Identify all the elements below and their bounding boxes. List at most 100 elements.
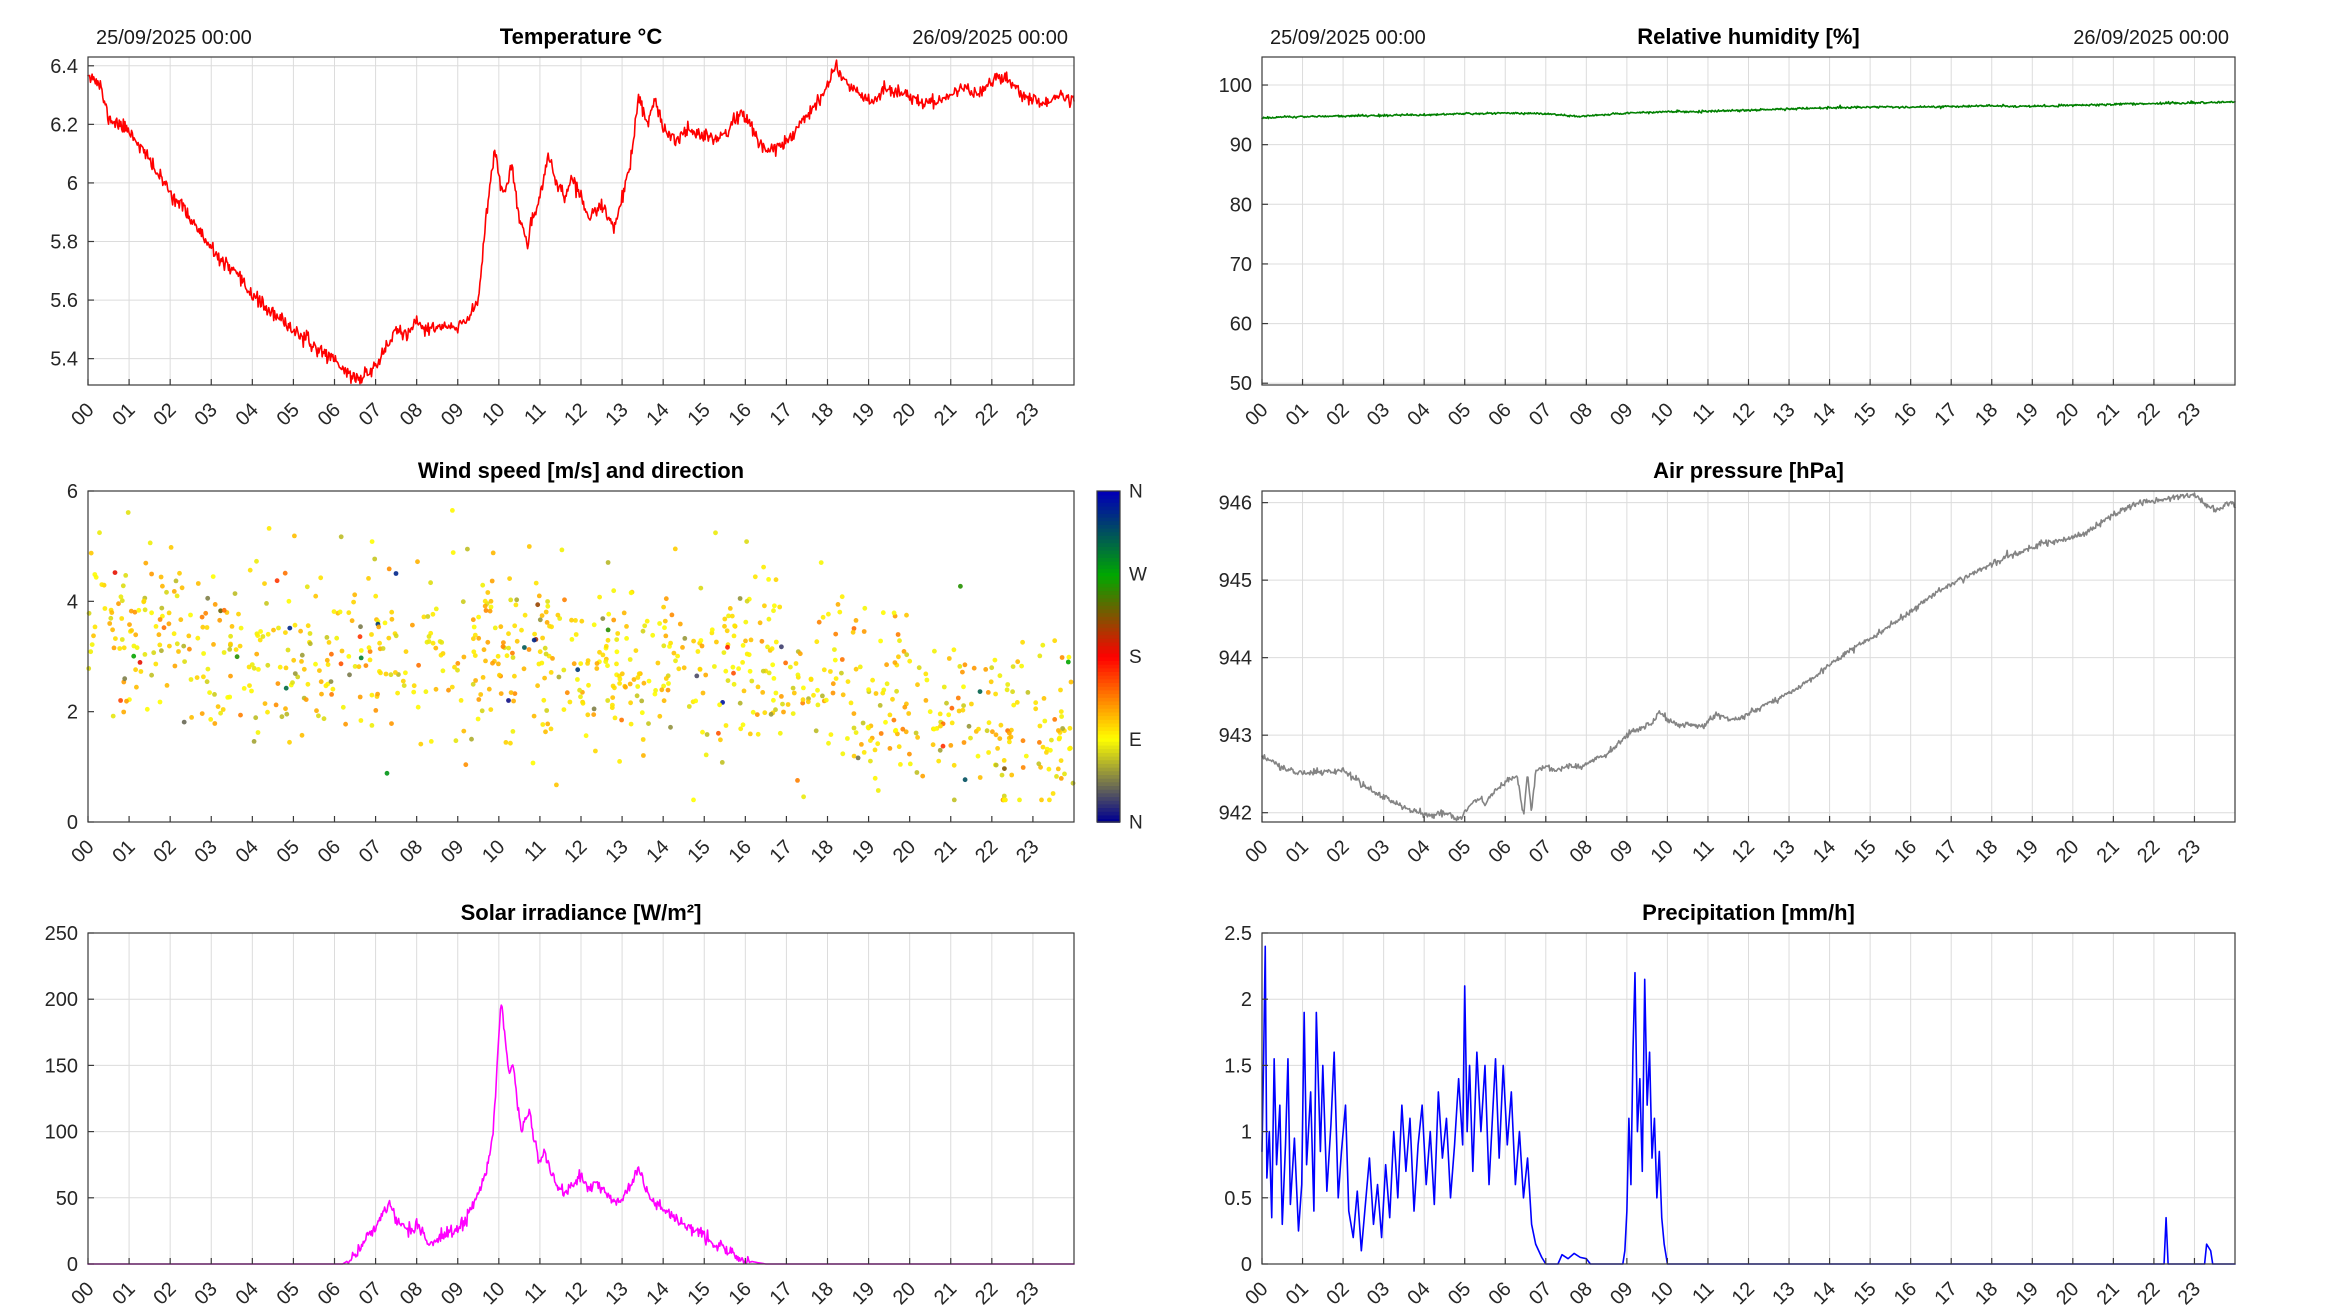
x-tick-label: 09 [437, 836, 468, 867]
x-tick-label: 19 [2012, 836, 2043, 867]
x-tick-label: 07 [1525, 836, 1556, 867]
x-tick-label: 00 [1241, 399, 1272, 430]
y-tick-label: 2 [67, 702, 78, 724]
x-tick-label: 14 [642, 399, 673, 430]
x-tick-label: 11 [1688, 399, 1718, 429]
x-tick-label: 06 [1484, 399, 1515, 430]
y-tick-label: 250 [45, 923, 78, 945]
humidity-series-line [1261, 100, 2236, 120]
x-tick-label: 23 [1012, 399, 1043, 430]
y-tick-label: 6 [67, 481, 78, 503]
x-tick-label: 17 [1930, 1278, 1961, 1309]
x-tick-label: 08 [396, 836, 427, 867]
x-tick-label: 14 [642, 836, 673, 867]
y-tick-label: 2.5 [1224, 923, 1252, 945]
x-tick-label: 17 [766, 836, 797, 867]
x-tick-label: 03 [190, 1278, 221, 1309]
y-tick-label: 150 [45, 1055, 78, 1077]
y-tick-label: 5.4 [50, 349, 78, 371]
x-tick-label: 11 [520, 1278, 550, 1308]
chart-solar: 00 01 02 03 04 05 06 07 08 09 10 11 12 13 14 15 16 17 18 19… [45, 900, 1075, 1309]
x-tick-label: 12 [1728, 836, 1759, 867]
x-tick-label: 10 [1647, 836, 1678, 867]
x-tick-label: 05 [273, 399, 304, 430]
end-datetime-label: 26/09/2025 00:00 [2073, 27, 2229, 49]
y-tick-label: 60 [1230, 314, 1252, 336]
pressure-title: Air pressure [hPa] [1653, 458, 1844, 483]
x-tick-label: 14 [642, 1278, 673, 1309]
x-tick-label: 22 [971, 1278, 1002, 1309]
x-tick-label: 22 [2133, 836, 2164, 867]
x-tick-label: 17 [1930, 836, 1961, 867]
x-tick-label: 02 [149, 1278, 180, 1309]
colorbar-tick-label: N [1129, 813, 1143, 834]
humidity-title: Relative humidity [%] [1637, 24, 1859, 49]
x-tick-label: 16 [1890, 1278, 1921, 1309]
x-tick-label: 10 [1647, 399, 1678, 430]
x-tick-label: 15 [683, 836, 714, 867]
x-tick-label: 20 [2052, 1278, 2083, 1309]
x-tick-label: 05 [273, 836, 304, 867]
x-tick-label: 00 [67, 399, 98, 430]
x-tick-label: 20 [889, 399, 920, 430]
x-tick-label: 00 [1241, 836, 1272, 867]
x-tick-label: 16 [725, 399, 756, 430]
x-tick-label: 21 [2093, 836, 2124, 867]
colorbar-tick-label: N [1129, 482, 1143, 503]
x-tick-label: 09 [437, 399, 468, 430]
y-tick-label: 4 [67, 591, 78, 613]
y-tick-label: 945 [1219, 570, 1252, 592]
x-tick-label: 07 [1525, 1278, 1556, 1309]
x-tick-label: 02 [149, 399, 180, 430]
colorbar-tick-label: S [1129, 647, 1142, 668]
x-tick-label: 08 [396, 1278, 427, 1309]
grid-lines [1261, 932, 2235, 1265]
x-tick-label: 18 [807, 836, 838, 867]
x-tick-label: 01 [1282, 399, 1313, 430]
chart-humidity: 00 01 02 03 04 05 06 07 08 09 10 11 12 13 14 15 16 17 18 19… [1219, 24, 2236, 430]
x-tick-label: 21 [930, 399, 961, 430]
x-tick-label: 19 [848, 399, 879, 430]
x-tick-label: 07 [355, 836, 386, 867]
y-tick-label: 1 [1241, 1122, 1252, 1144]
x-tick-label: 02 [149, 836, 180, 867]
x-tick-label: 03 [1363, 1278, 1394, 1309]
x-tick-label: 05 [1444, 1278, 1475, 1309]
x-tick-label: 16 [725, 836, 756, 867]
x-tick-label: 09 [437, 1278, 468, 1309]
y-tick-label: 0 [1241, 1254, 1252, 1276]
x-tick-label: 09 [1606, 836, 1637, 867]
y-tick-label: 50 [56, 1188, 78, 1210]
temperature-series-line [87, 59, 1075, 385]
x-tick-label: 05 [1444, 399, 1475, 430]
x-tick-label: 12 [1728, 399, 1759, 430]
x-tick-label: 04 [232, 1278, 263, 1309]
x-tick-label: 04 [1403, 399, 1434, 430]
x-tick-label: 16 [1890, 399, 1921, 430]
x-tick-label: 15 [1849, 836, 1880, 867]
x-tick-label: 01 [1282, 1278, 1313, 1309]
colorbar-tick-label: E [1129, 730, 1142, 751]
x-tick-label: 23 [1012, 836, 1043, 867]
x-tick-label: 22 [971, 836, 1002, 867]
x-tick-label: 13 [601, 1278, 632, 1309]
x-tick-label: 00 [67, 1278, 98, 1309]
colorbar-tick-label: W [1129, 564, 1147, 585]
x-tick-label: 10 [1647, 1278, 1678, 1309]
x-tick-label: 10 [478, 1278, 509, 1309]
x-tick-label: 06 [314, 836, 345, 867]
y-tick-label: 80 [1230, 194, 1252, 216]
y-tick-label: 6 [67, 173, 78, 195]
x-tick-label: 02 [1322, 399, 1353, 430]
x-tick-label: 19 [2012, 399, 2043, 430]
x-tick-label: 12 [1728, 1278, 1759, 1309]
x-tick-label: 15 [683, 1278, 714, 1309]
x-tick-label: 02 [1322, 836, 1353, 867]
x-tick-label: 20 [889, 836, 920, 867]
x-tick-label: 18 [1971, 836, 2002, 867]
y-tick-label: 2 [1241, 989, 1252, 1011]
grid-lines [1261, 57, 2235, 385]
x-tick-label: 20 [889, 1278, 920, 1309]
x-tick-label: 04 [1403, 836, 1434, 867]
x-tick-label: 22 [2133, 399, 2164, 430]
